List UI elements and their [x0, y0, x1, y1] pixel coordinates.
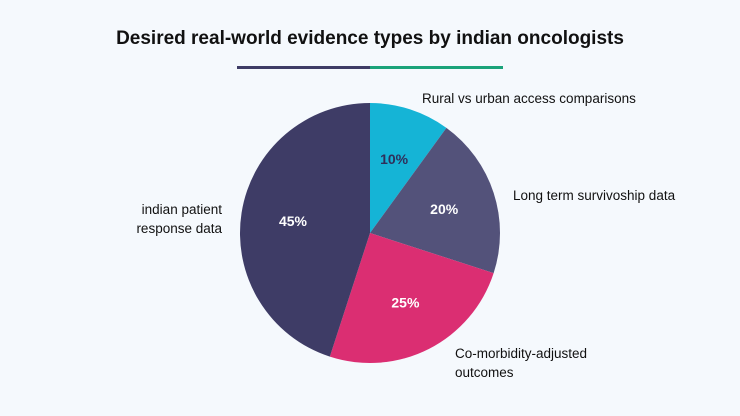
pie-value-label-3: 25%	[391, 295, 420, 311]
pie-slice-1	[370, 103, 447, 233]
pie-slice-4	[239, 102, 370, 357]
pie-category-label-2: Long term survivoship data	[513, 188, 676, 203]
pie-slices	[239, 102, 500, 364]
pie-category-label-3: Co-morbidity-adjusted outcomes	[455, 346, 587, 380]
pie-value-labels: 10% 20% 25% 45%	[279, 151, 459, 311]
pie-category-label-1: Rural vs urban access comparisons	[422, 91, 636, 106]
title-underline-left	[237, 66, 370, 69]
pie-slice-2	[370, 127, 500, 274]
pie-category-label-4: indian patient response data	[136, 202, 222, 236]
title-underline-right	[370, 66, 503, 69]
pie-slice-3	[329, 233, 494, 364]
pie-value-label-1: 10%	[380, 151, 409, 167]
pie-category-labels: Rural vs urban access comparisons Long te…	[136, 91, 675, 380]
chart-title: Desired real-world evidence types by ind…	[116, 28, 624, 49]
pie-value-label-2: 20%	[430, 201, 459, 217]
pie-value-label-4: 45%	[279, 213, 308, 229]
